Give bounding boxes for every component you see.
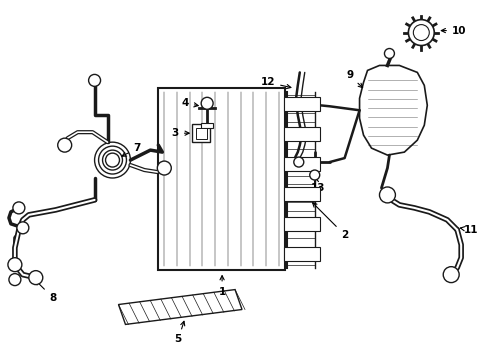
Polygon shape: [119, 289, 242, 324]
Text: 5: 5: [174, 321, 185, 345]
Text: 12: 12: [261, 77, 291, 89]
Circle shape: [408, 20, 434, 45]
Text: 9: 9: [346, 71, 363, 87]
Polygon shape: [360, 66, 427, 155]
Circle shape: [443, 267, 459, 283]
Bar: [284, 217, 319, 231]
FancyBboxPatch shape: [196, 128, 207, 139]
Circle shape: [201, 97, 213, 109]
Bar: [158, 88, 285, 270]
Bar: [284, 247, 319, 261]
Text: 7: 7: [122, 143, 141, 156]
Circle shape: [89, 75, 100, 86]
FancyBboxPatch shape: [192, 124, 210, 142]
Circle shape: [310, 170, 319, 180]
Text: 13: 13: [311, 177, 325, 193]
Circle shape: [414, 24, 429, 41]
Circle shape: [385, 49, 394, 58]
Text: 4: 4: [181, 98, 198, 108]
Text: 8: 8: [36, 280, 56, 302]
Bar: [201, 123, 213, 128]
Bar: [284, 127, 319, 141]
Circle shape: [8, 258, 22, 272]
Circle shape: [58, 138, 72, 152]
Circle shape: [13, 202, 25, 214]
Text: 11: 11: [460, 225, 478, 235]
Circle shape: [294, 157, 304, 167]
Circle shape: [29, 271, 43, 285]
Text: 2: 2: [313, 203, 348, 240]
Circle shape: [157, 161, 171, 175]
Bar: [284, 97, 319, 111]
Circle shape: [9, 274, 21, 285]
Text: 3: 3: [172, 128, 189, 138]
Circle shape: [17, 222, 29, 234]
Bar: [284, 157, 319, 171]
Text: 10: 10: [441, 26, 466, 36]
Text: 1: 1: [219, 276, 226, 297]
Circle shape: [379, 187, 395, 203]
Bar: [284, 187, 319, 201]
